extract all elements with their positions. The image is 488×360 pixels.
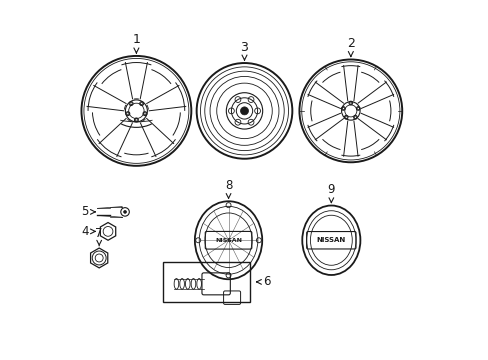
Text: 1: 1	[132, 33, 140, 53]
Text: 7: 7	[95, 228, 102, 246]
Text: NISSAN: NISSAN	[215, 238, 242, 243]
Text: 3: 3	[240, 41, 248, 60]
Text: NISSAN: NISSAN	[316, 237, 345, 243]
Circle shape	[123, 211, 126, 213]
Text: 5: 5	[81, 206, 95, 219]
Text: 9: 9	[327, 183, 334, 203]
Bar	[163, 261, 249, 302]
Text: 8: 8	[224, 179, 232, 198]
Text: 6: 6	[256, 275, 270, 288]
Text: 2: 2	[346, 37, 354, 57]
Circle shape	[240, 107, 248, 115]
Text: 4: 4	[81, 225, 95, 238]
